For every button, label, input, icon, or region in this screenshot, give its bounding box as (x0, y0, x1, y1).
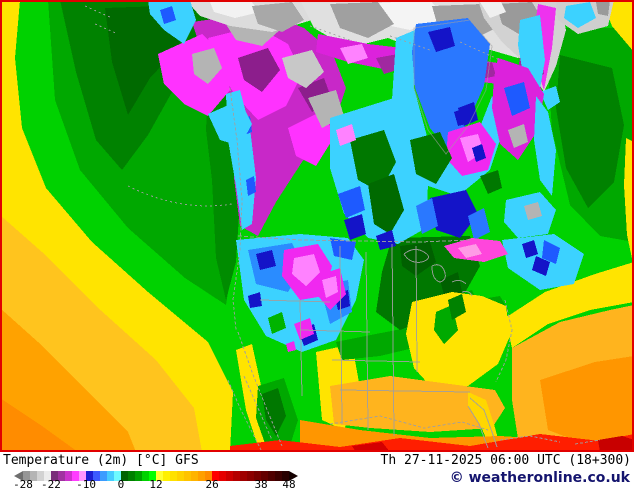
red-frame (0, 0, 634, 452)
temperature-map-canvas (0, 0, 634, 452)
central-canada (330, 98, 428, 250)
united-states (330, 236, 510, 448)
legend-title: Temperature (2m) [°C] GFS (3, 453, 199, 468)
us-west-cold-airmass (236, 234, 364, 352)
colorbar (14, 471, 298, 481)
colorbar-right-arrow-icon (289, 471, 298, 481)
colorbar-segments (23, 471, 289, 481)
eastern-canada (410, 58, 584, 290)
colorbar-left-arrow-icon (14, 471, 23, 481)
gulf-caribbean (230, 420, 634, 452)
legend-footer: Temperature (2m) [°C] GFS Th 27-11-2025 … (0, 452, 634, 490)
copyright-watermark: © weatheronline.co.uk (449, 470, 630, 486)
coastlines-and-borders (84, 5, 601, 452)
forecast-timestamp: Th 27-11-2025 06:00 UTC (18+300) (380, 453, 631, 468)
temperature-map (0, 0, 634, 452)
colorbar-ticks: -28 -22 -10 0 12 26 38 48 (13, 478, 296, 491)
atlantic-ocean (505, 0, 634, 452)
